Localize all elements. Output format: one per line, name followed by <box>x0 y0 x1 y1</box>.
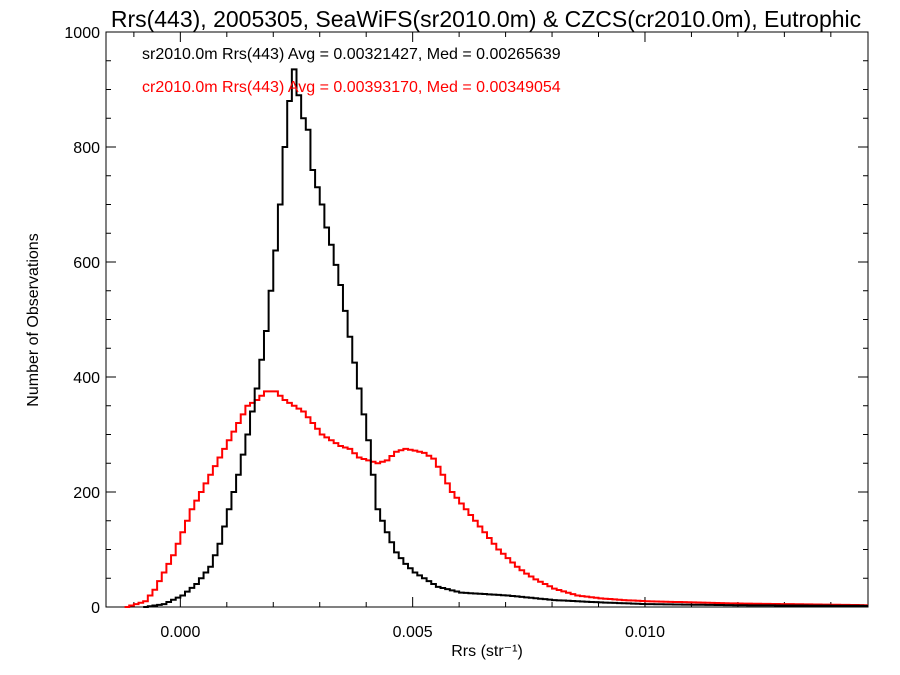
series-line-red <box>124 390 868 608</box>
x-axis-label: Rrs (str⁻¹) <box>451 643 523 660</box>
legend-entry-red: cr2010.0m Rrs(443) Avg = 0.00393170, Med… <box>142 79 561 96</box>
x-tick-label: 0.010 <box>625 624 665 641</box>
series-layer <box>124 68 868 608</box>
y-tick-label: 800 <box>73 140 100 157</box>
y-axis: 0 200 400 600 800 1000 <box>64 25 868 617</box>
x-axis: 0.000 0.005 0.010 <box>133 32 832 641</box>
y-tick-label: 400 <box>73 370 100 387</box>
y-tick-label: 600 <box>73 255 100 272</box>
plot-frame <box>105 31 869 608</box>
series-line-black <box>143 68 868 608</box>
x-tick-label: 0.005 <box>393 624 433 641</box>
chart-title: Rrs(443), 2005305, SeaWiFS(sr2010.0m) & … <box>111 6 861 32</box>
y-tick-label: 200 <box>73 485 100 502</box>
x-tick-label: 0.000 <box>160 624 200 641</box>
y-axis-label: Number of Observations <box>25 233 42 406</box>
y-tick-label: 1000 <box>64 25 100 42</box>
y-tick-label: 0 <box>91 600 100 617</box>
legend-entry-black: sr2010.0m Rrs(443) Avg = 0.00321427, Med… <box>142 46 561 63</box>
